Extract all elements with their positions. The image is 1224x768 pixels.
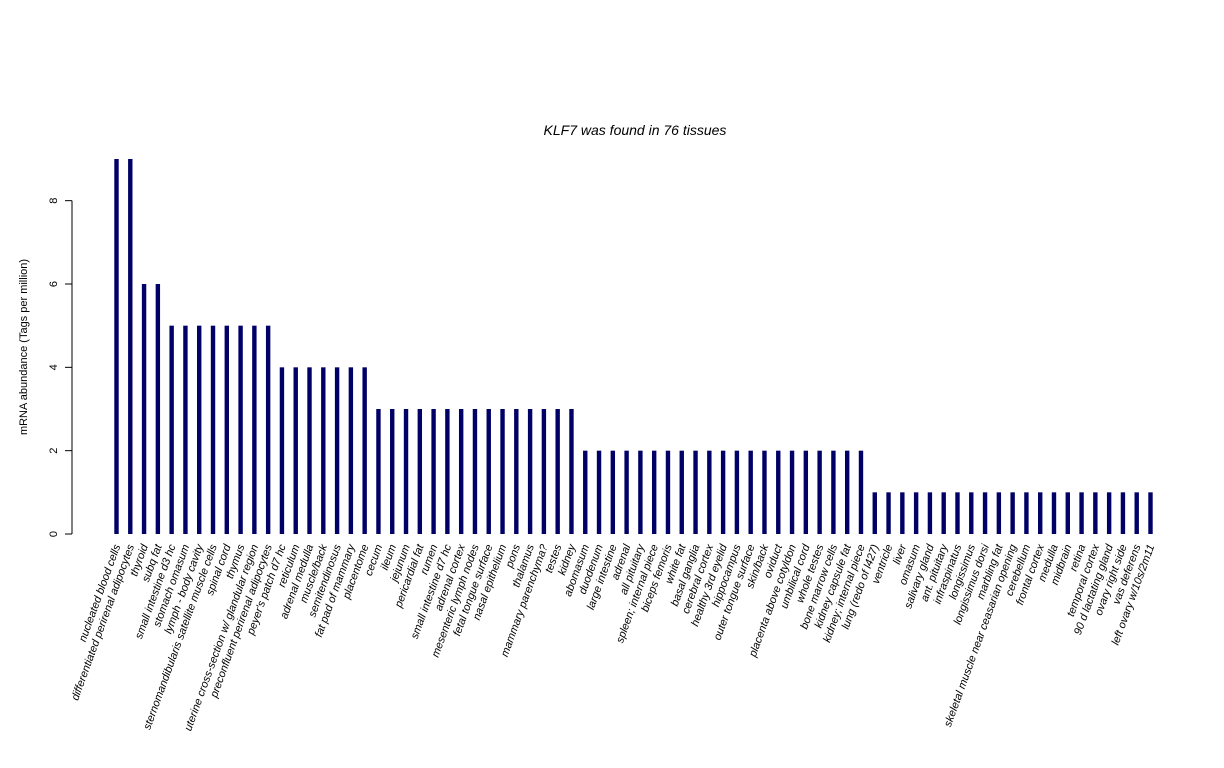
bar [1065,492,1070,534]
bar [431,409,436,534]
bar [1024,492,1029,534]
bar [982,492,988,534]
bar [707,450,712,534]
bar [541,409,547,534]
bar [569,409,574,534]
bar [624,450,629,534]
bar [403,409,409,534]
bar [128,159,133,534]
bar [927,492,933,534]
y-axis-label: mRNA abundance (Tags per million) [18,259,30,435]
bar [472,409,478,534]
bar [486,409,491,534]
bar [390,409,395,534]
bar [583,450,588,534]
bar [776,450,781,534]
bar [376,409,381,534]
bar [224,325,229,534]
bar [969,492,974,534]
bar [748,450,753,534]
bar [762,450,767,534]
bar [638,450,643,534]
bar [913,492,919,534]
bar [293,367,298,534]
bar [279,367,285,534]
bar [458,409,464,534]
bar [514,409,519,534]
bar [265,325,271,534]
bar [500,409,505,534]
bar [1093,492,1098,534]
bar [197,325,202,534]
bar [183,325,188,534]
bar [155,284,161,534]
y-tick-label: 0 [48,531,60,537]
bar [210,325,216,534]
bar [1038,492,1043,534]
bar [651,450,657,534]
bar [1079,492,1084,534]
bar [831,450,836,534]
bar [417,409,423,534]
bar [955,492,960,534]
bar [1134,492,1139,534]
bar [679,450,684,534]
bar [362,367,367,534]
bar [252,325,257,534]
bar [803,450,809,534]
chart-title: KLF7 was found in 76 tissues [544,122,727,138]
y-tick-label: 6 [48,281,60,287]
bar [734,450,740,534]
bar [941,492,946,534]
bar [817,450,822,534]
bar [527,409,533,534]
bar [886,492,891,534]
bar [238,325,243,534]
bar [334,367,340,534]
bar [665,450,671,534]
bar [1148,492,1153,534]
bars-group [114,159,1153,534]
bar [872,492,877,534]
bar [445,409,450,534]
bar [1010,492,1015,534]
bar [114,159,119,534]
bar [844,450,850,534]
bar [1120,492,1126,534]
bar [596,450,602,534]
y-tick-label: 2 [48,448,60,454]
bar [900,492,905,534]
y-axis: 0 2 4 6 8 [48,198,73,537]
bar [610,450,616,534]
bar [169,325,174,534]
bar [996,492,1002,534]
y-tick-label: 4 [48,364,60,370]
bar [1051,492,1057,534]
bar [720,450,726,534]
bar [858,450,864,534]
bar [1106,492,1112,534]
y-tick-label: 8 [48,198,60,204]
bar [789,450,795,534]
bar [141,284,147,534]
bar [348,367,354,534]
bar [555,409,560,534]
bar [307,367,312,534]
bar [693,450,698,534]
bar [321,367,326,534]
